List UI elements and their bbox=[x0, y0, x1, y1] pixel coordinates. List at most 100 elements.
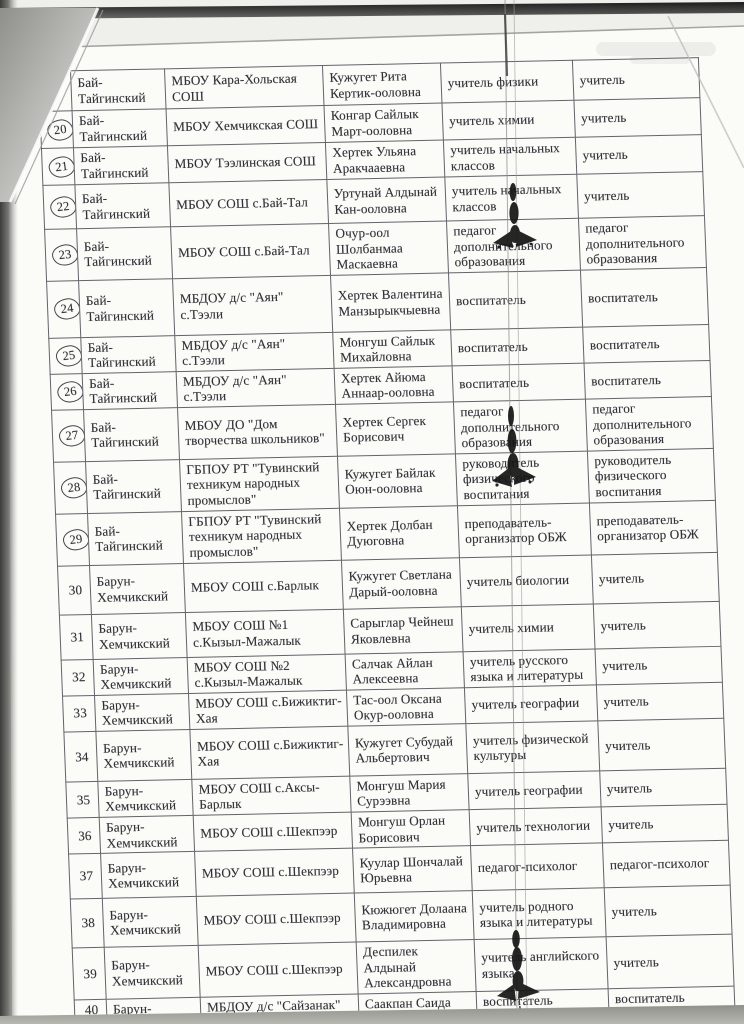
row-number-cell: 34 bbox=[63, 731, 98, 782]
district-cell: Барун-Хемчикский bbox=[95, 729, 192, 782]
position-cell: педагог дополнительного образования bbox=[453, 399, 588, 454]
position-cell: воспитатель bbox=[476, 988, 609, 1012]
row-number-cell: 40 bbox=[74, 999, 107, 1021]
district-cell: Бай-Тайгинский bbox=[76, 226, 173, 281]
school-cell: МБОУ СОШ с.Шекпээр bbox=[194, 848, 355, 897]
position-cell: учитель технологии bbox=[469, 806, 603, 846]
row-number-cell: 27 bbox=[51, 409, 86, 463]
row-number-cell: 24 bbox=[46, 280, 81, 339]
position-cell: руководитель физического воспитания bbox=[455, 450, 590, 506]
row-number-cell: 23 bbox=[44, 228, 79, 282]
category-cell: педагог дополнительного образования bbox=[585, 396, 714, 451]
teacher-name-cell: Кюжюгет Долаана Владимировна bbox=[354, 890, 475, 943]
teacher-name-cell: Салчак Айлан Алексеевна bbox=[345, 651, 465, 690]
row-number: 30 bbox=[68, 581, 83, 598]
position-cell: учитель биологии bbox=[459, 554, 594, 607]
school-cell: МБДОУ д/с "Аян" с.Тээли bbox=[176, 368, 336, 408]
row-number: 34 bbox=[74, 748, 89, 764]
row-number-cell: 33 bbox=[62, 695, 96, 732]
row-number: 33 bbox=[73, 705, 88, 721]
row-number: 26 bbox=[56, 380, 84, 404]
position-cell: учитель физической культуры bbox=[465, 720, 600, 774]
category-cell: воспитатель bbox=[608, 985, 735, 1010]
row-number-cell: 30 bbox=[57, 565, 92, 615]
teacher-name-cell: Уртунай Алдынай Кан-ооловна bbox=[326, 177, 447, 224]
row-number-cell: 20 bbox=[40, 110, 74, 149]
category-cell: учитель bbox=[601, 804, 729, 843]
teacher-name-cell: Кужугет Светлана Дарый-ооловна bbox=[341, 557, 462, 609]
row-number-cell: 31 bbox=[59, 614, 94, 660]
position-cell: учитель родного языка и литературы bbox=[472, 887, 607, 940]
teacher-name-cell: Хертек Ульяна Аракчааевна bbox=[325, 140, 445, 180]
school-cell: МБДОУ д/с "Сайзанак" bbox=[200, 993, 359, 1018]
school-cell: МБОУ Кара-Хольская СОШ bbox=[164, 65, 324, 109]
row-number: 31 bbox=[70, 628, 85, 645]
district-cell: Барун-Хемчикский bbox=[93, 657, 189, 696]
scanner-top-band bbox=[0, 2, 744, 19]
district-cell: Бай-Тайгинский bbox=[83, 407, 180, 462]
row-number: 32 bbox=[71, 669, 86, 685]
row-number-cell: 32 bbox=[61, 658, 95, 696]
district-cell: Бай-Тайгинский bbox=[73, 145, 169, 185]
school-cell: МБОУ Тээлинская СОШ bbox=[167, 142, 327, 183]
row-number-cell: 28 bbox=[53, 461, 88, 515]
school-cell: МБОУ СОШ с.Барлык bbox=[183, 559, 344, 613]
category-cell: воспитатель bbox=[580, 267, 709, 327]
teacher-name-cell: Конгар Сайлык Март-ооловна bbox=[323, 103, 444, 143]
row-number: 35 bbox=[76, 791, 91, 807]
district-cell: Барун-Хемчикский bbox=[91, 612, 188, 659]
category-cell: учитель bbox=[572, 57, 700, 101]
position-cell: воспитатель bbox=[448, 269, 583, 330]
category-cell: педагог дополнительного образования bbox=[578, 215, 707, 270]
category-cell: учитель bbox=[573, 97, 702, 138]
position-cell: преподаватель-организатор ОБЖ bbox=[457, 502, 592, 558]
district-cell: Бай-Тайгинский bbox=[82, 371, 178, 410]
teacher-name-cell: Куулар Шончалай Юрьевна bbox=[352, 845, 473, 894]
teacher-name-cell: Кужугет Байлак Оюн-ооловна bbox=[337, 453, 458, 509]
position-cell: учитель химии bbox=[461, 603, 595, 652]
row-number: 23 bbox=[50, 242, 79, 267]
district-cell: Бай-Тайгинский bbox=[72, 108, 168, 148]
school-cell: МБОУ СОШ с.Аксы-Барлык bbox=[191, 775, 352, 816]
row-number-cell: 26 bbox=[50, 373, 84, 411]
teacher-name-cell: Хертек Сергек Борисович bbox=[335, 401, 456, 457]
district-cell: Барун-Хемчикский bbox=[99, 815, 195, 854]
teacher-name-cell: Саакпан Саида bbox=[358, 991, 477, 1015]
row-number-cell: 29 bbox=[55, 513, 90, 566]
district-cell: Барун-Хемчикский bbox=[97, 779, 194, 818]
category-cell: учитель bbox=[591, 551, 720, 604]
category-cell: учитель bbox=[575, 134, 703, 175]
teacher-name-cell: Хертек Долбан Дуюговна bbox=[339, 505, 460, 560]
teacher-name-cell: Монгуш Мария Сурээвна bbox=[349, 773, 470, 813]
district-cell: Бай-Тайгинский bbox=[78, 278, 175, 338]
row-number: 25 bbox=[54, 343, 83, 368]
row-number: 21 bbox=[47, 154, 75, 179]
position-cell: учитель русского языка и литературы bbox=[463, 648, 597, 688]
district-cell: Бай-Тайгинский bbox=[74, 182, 171, 229]
school-cell: МБОУ СОШ с.Шекпээр bbox=[196, 893, 357, 946]
row-number-cell: 36 bbox=[67, 817, 101, 855]
district-cell: Бай-Тайгинский bbox=[87, 511, 184, 566]
school-cell: МБОУ СОШ №1 с.Кызыл-Мажалык bbox=[185, 608, 346, 658]
school-cell: МБОУ СОШ с.Шекпээр bbox=[193, 812, 353, 852]
row-number: 38 bbox=[81, 915, 96, 931]
category-cell: педагог-психолог bbox=[602, 840, 731, 888]
row-number-cell: 37 bbox=[68, 853, 103, 900]
district-cell: Бай-Тайгинский bbox=[80, 335, 177, 374]
row-number: 27 bbox=[57, 423, 86, 448]
teacher-name-cell: Хертек Валентина Манзырыкчыевна bbox=[330, 272, 451, 333]
position-cell: учитель географии bbox=[464, 684, 598, 724]
district-cell: Бай-Тайгинский bbox=[70, 68, 167, 111]
row-number-cell: 39 bbox=[72, 947, 107, 1000]
category-cell: учитель bbox=[594, 645, 723, 685]
position-cell: учитель химии bbox=[441, 100, 576, 141]
category-cell: преподаватель-организатор ОБЖ bbox=[589, 500, 718, 555]
row-number: 20 bbox=[46, 117, 74, 142]
position-cell: учитель географии bbox=[467, 770, 602, 810]
category-cell: руководитель физического воспитания bbox=[587, 448, 716, 503]
position-cell: учитель физики bbox=[440, 60, 574, 104]
school-cell: МБОУ СОШ с.Бижиктиг-Хая bbox=[188, 689, 348, 730]
row-number-cell: 25 bbox=[48, 337, 83, 375]
school-cell: МБОУ СОШ с.Бай-Тал bbox=[170, 223, 331, 279]
